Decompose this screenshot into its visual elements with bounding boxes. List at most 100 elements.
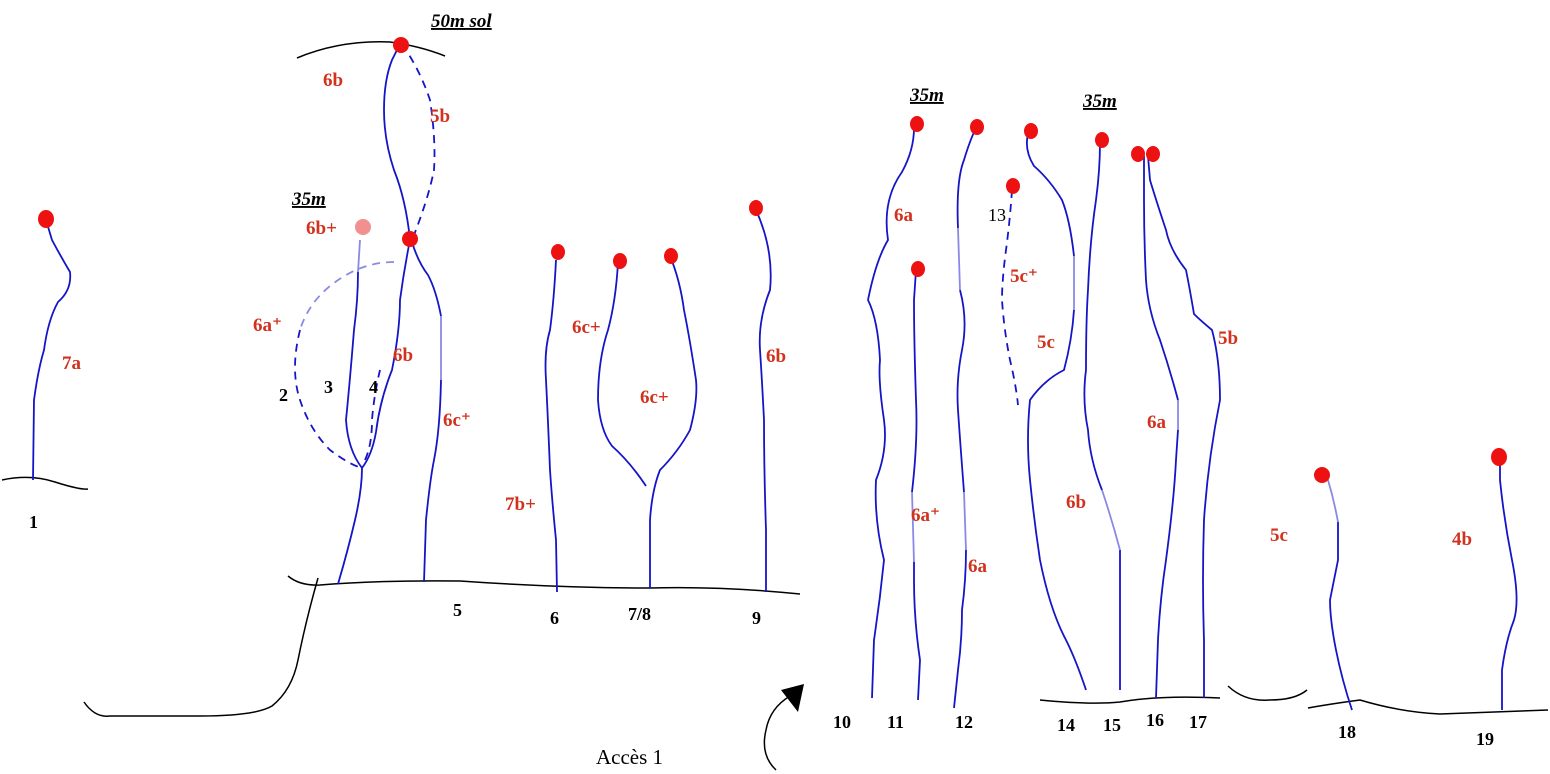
anchor-route-6 — [551, 244, 565, 260]
route-line-18 — [1329, 522, 1353, 711]
anchor-route-18 — [1314, 467, 1330, 483]
route-number-12: 12 — [955, 712, 973, 732]
anchor-route-11 — [911, 261, 925, 277]
route-line-top-6b — [383, 43, 411, 241]
grade-route-17: 5b — [1218, 328, 1238, 349]
grade-route-11: 6a⁺ — [911, 505, 940, 526]
route-line-15-upper — [1083, 141, 1103, 491]
grade-route-14: 5c — [1037, 332, 1055, 353]
access-arrow-head — [781, 684, 804, 712]
route-number-17: 17 — [1189, 712, 1207, 732]
route-line-13 — [1001, 189, 1019, 406]
ground-lines — [1, 41, 1549, 717]
anchor-route-3 — [355, 219, 371, 235]
anchor-route-8 — [664, 248, 678, 264]
route-number-9: 9 — [752, 608, 761, 628]
route-number-11: 11 — [887, 712, 904, 732]
route-line-3-top — [357, 239, 361, 273]
route-line-14-upper — [1025, 133, 1075, 257]
anchor-top-50m — [393, 37, 409, 53]
route-number-1: 1 — [29, 512, 38, 532]
route-line-1 — [32, 219, 72, 481]
anchor-route-10 — [910, 116, 924, 132]
route-line-11-lower — [913, 562, 921, 701]
route-line-4 — [337, 239, 411, 585]
grade-route-5: 6c⁺ — [443, 410, 471, 431]
route-line-2-lower — [294, 329, 363, 469]
grade-route-1: 7a — [62, 353, 82, 374]
anchor-route-12 — [970, 119, 984, 135]
route-number-19: 19 — [1476, 729, 1494, 749]
route-line-14 — [1027, 309, 1087, 691]
route-number-5: 5 — [453, 600, 462, 620]
ground-18-left — [1227, 685, 1308, 701]
anchors — [38, 37, 1507, 483]
height-label-left-relay: 35m — [291, 189, 326, 210]
ground-top-pitch — [296, 41, 446, 59]
grade-route-4: 6b — [393, 345, 413, 366]
ground-route-1 — [1, 476, 89, 490]
grade-route-18: 5c — [1270, 525, 1288, 546]
route-line-2-upper — [299, 261, 395, 331]
anchor-route-7 — [613, 253, 627, 269]
ground-cliff-drop — [83, 577, 319, 717]
route-line-16-upper — [1143, 156, 1179, 401]
route-number-13: 13 — [988, 205, 1006, 225]
ground-main-left — [287, 575, 801, 595]
ground-14-17 — [1039, 696, 1221, 704]
route-line-18-upper — [1323, 475, 1339, 523]
grade-route-7: 6c+ — [572, 317, 601, 338]
anchor-route-15 — [1095, 132, 1109, 148]
route-line-12-lower — [953, 549, 967, 709]
grade-route-9: 6b — [766, 346, 786, 367]
route-line-15-mid — [1101, 489, 1121, 551]
anchor-route-9 — [749, 200, 763, 216]
grade-route-3: 6b+ — [306, 218, 337, 239]
route-line-7-8-left — [597, 261, 647, 487]
height-label-right-a: 35m — [909, 85, 944, 106]
route-line-12-mid3 — [957, 227, 961, 291]
route-line-12-upper — [956, 127, 977, 229]
anchor-route-1 — [38, 210, 54, 228]
ground-18-19 — [1307, 699, 1549, 715]
grade-route-8: 6c+ — [640, 387, 669, 408]
route-number-7-8: 7/8 — [628, 604, 651, 624]
route-line-7-8-trunk — [649, 255, 698, 588]
route-line-4-lower — [364, 369, 381, 461]
route-line-6 — [544, 259, 558, 593]
anchor-relay-35m — [402, 231, 418, 247]
route-number-18: 18 — [1338, 722, 1356, 742]
grade-top-left: 6b — [323, 70, 343, 91]
route-number-4: 4 — [369, 377, 378, 397]
height-label-top: 50m sol — [431, 11, 492, 32]
route-line-11-mid — [911, 491, 915, 563]
anchor-route-16 — [1131, 146, 1145, 162]
route-number-2: 2 — [279, 385, 288, 405]
route-line-19 — [1499, 460, 1518, 710]
route-line-12-mid — [963, 491, 967, 551]
grade-route-2: 6a⁺ — [253, 315, 282, 336]
route-line-12-mid2 — [956, 289, 966, 493]
anchor-route-19 — [1491, 448, 1507, 466]
height-labels: 50m sol 35m 35m 35m — [291, 11, 1117, 210]
route-number-16: 16 — [1146, 710, 1164, 730]
access-arrow — [763, 684, 804, 771]
height-label-right-b: 35m — [1082, 91, 1117, 112]
route-line-11-upper — [911, 269, 918, 493]
route-line-17 — [1147, 155, 1221, 698]
grade-route-10: 6a — [894, 205, 914, 226]
grade-route-19: 4b — [1452, 529, 1472, 550]
route-lines — [32, 43, 1518, 711]
route-number-14: 14 — [1057, 715, 1075, 735]
route-line-16 — [1155, 429, 1179, 699]
anchor-route-13 — [1006, 178, 1020, 194]
anchor-route-17 — [1146, 146, 1160, 162]
grade-route-6: 7b+ — [505, 494, 536, 515]
route-number-15: 15 — [1103, 715, 1121, 735]
grade-labels: 7a 6a⁺ 6b+ 6b 6c⁺ 7b+ 6c+ 6c+ 6b 6a 6a⁺ … — [62, 70, 1472, 577]
access-label: Accès 1 — [596, 745, 663, 769]
grade-top-right: 5b — [430, 106, 450, 127]
anchor-route-14 — [1024, 123, 1038, 139]
route-number-3: 3 — [324, 377, 333, 397]
